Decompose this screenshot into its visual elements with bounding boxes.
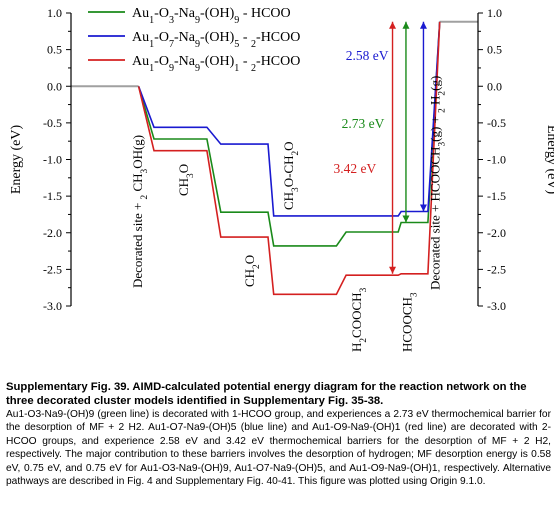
- state-label-3: CH2O: [242, 255, 262, 287]
- reference-levels: [71, 20, 478, 88]
- series-line-3: [137, 21, 441, 296]
- arrowhead-down-2: [402, 215, 410, 223]
- arrowhead-down-3: [389, 266, 397, 274]
- left-tick-label: -3.0: [43, 299, 62, 313]
- barrier-arrows: [389, 21, 427, 274]
- start-state-label: Decorated site + 2 CH3OH(g): [130, 135, 150, 288]
- left-tick-label: -2.0: [43, 226, 62, 240]
- barrier-label-3: 3.42 eV: [334, 161, 377, 176]
- figure-caption-text: Au1-O3-Na9-(OH)9 (green line) is decorat…: [6, 409, 551, 488]
- right-tick-label: -1.0: [487, 153, 506, 167]
- left-tick-label: 0.5: [47, 43, 62, 57]
- y-axis-label-left: Energy (eV): [9, 125, 24, 195]
- series-line-1: [137, 21, 441, 247]
- left-tick-label: -1.5: [43, 189, 62, 203]
- left-tick-label: -1.0: [43, 153, 62, 167]
- right-tick-label: -2.0: [487, 226, 506, 240]
- legend-label-3: Au1-O9-Na9-(OH)1 - 2-HCOO: [132, 54, 300, 74]
- legend-label-1: Au1-O3-Na9-(OH)9 - HCOO: [132, 6, 291, 26]
- right-tick-label: -1.5: [487, 189, 506, 203]
- figure-caption-title: Supplementary Fig. 39. AIMD-calculated p…: [6, 381, 527, 407]
- left-tick-label: -0.5: [43, 116, 62, 130]
- chart-labels: Energy (eV) Energy (eV) Decorated site + 2…: [9, 48, 554, 352]
- right-tick-label: -3.0: [487, 299, 506, 313]
- y-axis-label-right: Energy (eV): [544, 125, 554, 195]
- right-tick-label: -0.5: [487, 116, 506, 130]
- ticks: 1.0 1.0 0.5 0.5 0.0 0.0 -0.5 -0.5 -1.0 -1.0 -1.5 -1…: [43, 6, 506, 313]
- arrowhead-down-1: [419, 204, 427, 212]
- figure-caption-body: Au1-O3-Na9-(OH)9 (green line) is decorat…: [6, 408, 551, 488]
- state-label-1: CH3O: [176, 164, 196, 196]
- state-label-4: H2COOCH3: [349, 287, 369, 352]
- right-tick-label: 1.0: [487, 6, 502, 20]
- arrowhead-up-1: [419, 21, 427, 29]
- legend: Au1-O3-Na9-(OH)9 - HCOO Au1-O7-Na9-(OH)5 …: [88, 6, 300, 74]
- legend-label-2: Au1-O7-Na9-(OH)5 - 2-HCOO: [132, 30, 300, 50]
- right-tick-label: 0.5: [487, 43, 502, 57]
- left-tick-label: 1.0: [47, 6, 62, 20]
- arrowhead-up-3: [389, 21, 397, 29]
- left-tick-label: 0.0: [47, 79, 62, 93]
- end-state-label: Decorated site + HCOOCH3(g) + 2 H2(g): [427, 76, 447, 290]
- barrier-label-1: 2.58 eV: [346, 48, 389, 63]
- energy-diagram: 1.0 1.0 0.5 0.5 0.0 0.0 -0.5 -0.5 -1.0 -1.0 -1.5 -1…: [9, 6, 554, 352]
- arrowhead-up-2: [402, 21, 410, 29]
- state-label-5: HCOOCH3: [400, 292, 420, 352]
- right-tick-label: -2.5: [487, 262, 506, 276]
- left-tick-label: -2.5: [43, 262, 62, 276]
- state-label-2: CH3O-CH2O: [281, 141, 301, 210]
- barrier-label-2: 2.73 eV: [342, 116, 385, 131]
- right-tick-label: 0.0: [487, 79, 502, 93]
